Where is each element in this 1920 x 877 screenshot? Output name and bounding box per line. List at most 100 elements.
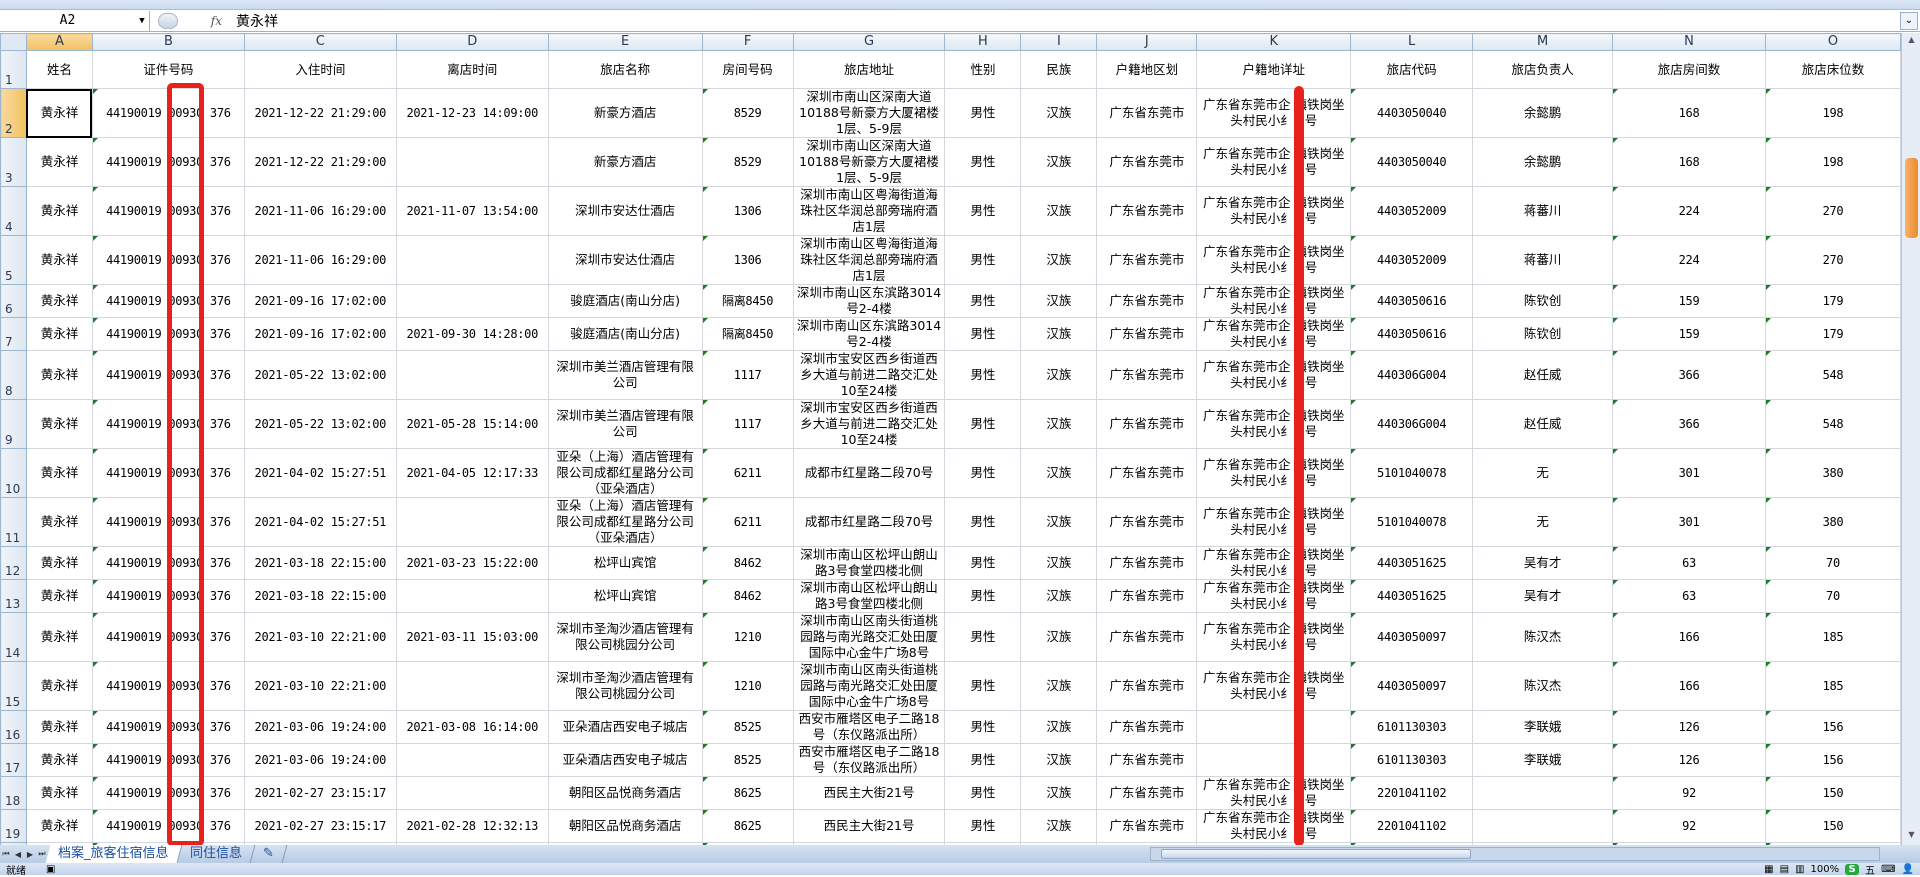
cell-m[interactable]: 余懿鹏 [1472,88,1614,138]
cell-g[interactable]: 深圳市南山区松坪山朗山路3号食堂四楼北侧 [792,579,946,613]
cell-g[interactable]: 西民主大街21号 [792,809,946,843]
row-header-10[interactable]: 10 [0,448,27,498]
horizontal-scroll-thumb[interactable] [1161,849,1471,859]
cell-d[interactable]: 2021-02-28 12:32:13 [395,809,549,843]
cell-l[interactable]: 4403050097 [1350,661,1474,711]
cell-k[interactable]: 广东省东莞市企 镇铁岗坐头村民小纟 0号 [1196,776,1352,810]
cell-d[interactable]: 2021-11-07 13:54:00 [395,186,549,236]
cell-a[interactable]: 黄永祥 [25,612,93,662]
cell-l[interactable]: 4403052009 [1350,186,1474,236]
column-header-e[interactable]: E [547,33,703,51]
cell-e[interactable]: 朝阳区品悦商务酒店 [547,809,703,843]
cell-h[interactable]: 男性 [944,661,1022,711]
row-header-16[interactable]: 16 [0,710,27,744]
cell-o[interactable]: 548 [1764,399,1901,449]
cell-k[interactable]: 广东省东莞市企 镇铁岗坐头村民小纟 0号 [1196,809,1352,843]
cell-j[interactable]: 广东省东莞市 [1096,776,1198,810]
vertical-scrollbar[interactable]: ▲ ▼ [1901,33,1920,845]
cell-m[interactable]: 陈汉杰 [1472,661,1614,711]
cell-h[interactable]: 男性 [944,743,1022,777]
cell-g[interactable]: 深圳市宝安区西乡街道西乡大道与前进二路交汇处10至24楼 [792,399,946,449]
cell-h[interactable]: 男性 [944,448,1022,498]
cell-m[interactable]: 蒋蕃川 [1472,235,1614,285]
column-header-f[interactable]: F [701,33,794,51]
cell-a[interactable]: 黄永祥 [25,399,93,449]
cell-o[interactable]: 270 [1764,186,1901,236]
cell-n[interactable]: 126 [1612,743,1766,777]
header-cell-b[interactable]: 证件号码 [91,50,245,89]
cell-n[interactable]: 166 [1612,612,1766,662]
cell-j[interactable]: 广东省东莞市 [1096,186,1198,236]
cell-i[interactable]: 汉族 [1020,579,1098,613]
cell-e[interactable]: 骏庭酒店(南山分店) [547,284,703,318]
column-header-i[interactable]: I [1020,33,1098,51]
cell-c[interactable]: 2021-03-10 22:21:00 [243,612,397,662]
cell-a[interactable]: 黄永祥 [25,710,93,744]
sheet-tab-guest-records[interactable]: 档案_旅客住宿信息 [45,845,182,863]
cell-m[interactable]: 余懿鹏 [1472,137,1614,187]
row-header-15[interactable]: 15 [0,661,27,711]
cell-d[interactable] [395,579,549,613]
cell-f[interactable]: 8462 [701,546,794,580]
cell-n[interactable]: 63 [1612,579,1766,613]
column-header-g[interactable]: G [792,33,946,51]
expand-formula-bar-icon[interactable]: ⌄ [1900,11,1918,30]
cell-o[interactable]: 150 [1764,776,1901,810]
cell-n[interactable]: 159 [1612,284,1766,318]
cell-l[interactable]: 4403050616 [1350,284,1474,318]
cell-j[interactable]: 广东省东莞市 [1096,317,1198,351]
insert-function-icon[interactable]: fx [210,13,222,28]
cell-g[interactable]: 深圳市南山区东滨路3014号2-4楼 [792,284,946,318]
cell-l[interactable]: 2201041102 [1350,809,1474,843]
column-header-h[interactable]: H [944,33,1022,51]
row-header-6[interactable]: 6 [0,284,27,318]
cell-c[interactable]: 2021-03-06 19:24:00 [243,743,397,777]
cell-h[interactable]: 男性 [944,284,1022,318]
cell-l[interactable]: 3213001080 [1350,842,1474,845]
cell-c[interactable]: 2021-02-27 23:15:17 [243,776,397,810]
cell-l[interactable]: 4403052009 [1350,235,1474,285]
cell-i[interactable]: 汉族 [1020,88,1098,138]
cell-d[interactable] [395,137,549,187]
page-layout-icon[interactable]: ▤ [1779,863,1790,875]
cell-h[interactable]: 男性 [944,317,1022,351]
cell-f[interactable]: 6211 [701,448,794,498]
cell-h[interactable]: 男性 [944,497,1022,547]
cell-a[interactable]: 黄永祥 [25,137,93,187]
row-header-4[interactable]: 4 [0,186,27,236]
cell-e[interactable]: 亚朵（上海）酒店管理有限公司成都红星路分公司（亚朵酒店） [547,497,703,547]
column-header-l[interactable]: L [1350,33,1474,51]
header-cell-i[interactable]: 民族 [1020,50,1098,89]
cell-o[interactable]: 548 [1764,350,1901,400]
cell-m[interactable]: 李联娥 [1472,710,1614,744]
cell-o[interactable]: 270 [1764,235,1901,285]
row-header-1[interactable]: 1 [0,50,27,89]
cell-e[interactable]: 骏庭酒店(南山分店) [547,317,703,351]
cell-g[interactable]: 深圳市南山区深南大道10188号新豪方大厦裙楼1层、5-9层 [792,88,946,138]
cell-d[interactable]: 2021-12-23 14:09:00 [395,88,549,138]
cell-c[interactable]: 2021-03-18 22:15:00 [243,546,397,580]
cell-c[interactable]: 2021-05-22 13:02:00 [243,399,397,449]
cell-l[interactable]: 440306G004 [1350,350,1474,400]
cell-a[interactable]: 黄永祥 [25,776,93,810]
cell-c[interactable]: 2021-09-16 17:02:00 [243,317,397,351]
cell-a[interactable]: 黄永祥 [25,661,93,711]
cell-j[interactable]: 广东省东莞市 [1096,809,1198,843]
cell-a[interactable]: 黄永祥 [25,284,93,318]
cell-g[interactable]: 成都市红星路二段70号 [792,448,946,498]
cell-a[interactable]: 黄永祥 [25,448,93,498]
cell-f[interactable]: 1306 [701,235,794,285]
cell-e[interactable]: 松坪山宾馆 [547,579,703,613]
header-cell-n[interactable]: 旅店房间数 [1612,50,1766,89]
header-cell-h[interactable]: 性别 [944,50,1022,89]
cell-j[interactable]: 广东省东莞市 [1096,497,1198,547]
cell-m[interactable] [1472,809,1614,843]
cell-h[interactable]: 男性 [944,546,1022,580]
cell-c[interactable]: 2021-12-22 21:29:00 [243,88,397,138]
cell-a[interactable]: 黄永祥 [25,579,93,613]
cell-g[interactable]: 深圳市南山区粤海街道海珠社区华润总部旁瑞府酒店1层 [792,235,946,285]
cell-a[interactable]: 黄永祥 [25,186,93,236]
cell-h[interactable]: 男性 [944,612,1022,662]
cell-m[interactable]: 陈钦创 [1472,284,1614,318]
cell-l[interactable]: 2201041102 [1350,776,1474,810]
